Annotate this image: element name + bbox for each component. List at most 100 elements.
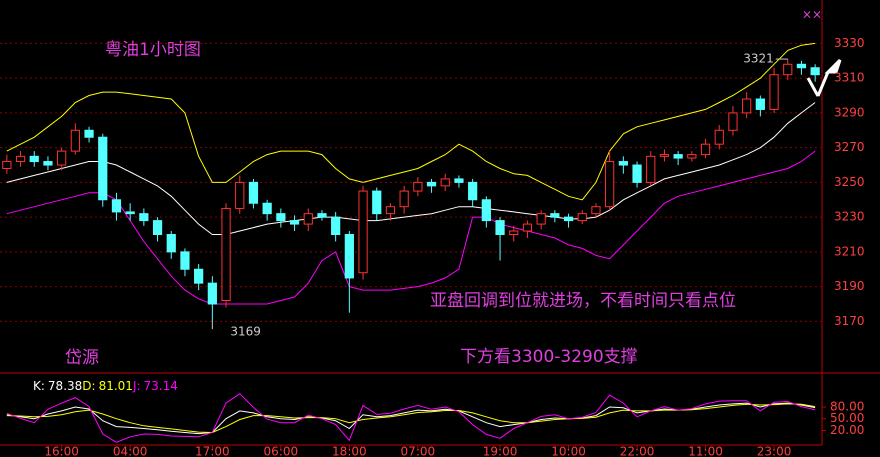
- candle-body: [550, 213, 560, 218]
- candle-body: [15, 155, 26, 163]
- y-tick-label: 3250: [834, 175, 865, 189]
- candle-body: [591, 206, 601, 215]
- y-tick-label: 3330: [834, 36, 865, 50]
- candle-body: [139, 213, 149, 222]
- candle-body: [248, 181, 259, 204]
- annotation: 岱源: [65, 348, 99, 368]
- candle-body: [563, 216, 574, 222]
- candle-body: [577, 213, 587, 222]
- candle-body: [468, 181, 478, 201]
- candle-body: [687, 154, 697, 159]
- y-tick-label: 20.00: [830, 423, 864, 437]
- indicator-line: [6, 102, 816, 235]
- candle-body: [98, 136, 108, 201]
- candle-body: [742, 98, 752, 114]
- annotation: 下方看3300-3290支撑: [460, 347, 638, 367]
- arrow: [806, 58, 842, 97]
- x-tick-label: 07:00: [401, 445, 436, 457]
- candle-body: [70, 129, 80, 152]
- indicator-line: [6, 42, 816, 201]
- candle-body: [399, 190, 409, 208]
- y-tick-label: 3210: [834, 244, 865, 258]
- candle-body: [810, 67, 820, 76]
- candle-body: [659, 154, 670, 157]
- candle-body: [481, 199, 491, 222]
- legend-value: 81.01: [99, 379, 133, 393]
- x-tick-label: 19:00: [483, 445, 518, 457]
- chart-title: 粤油1小时图: [105, 40, 201, 60]
- x-tick-label: 17:00: [195, 445, 230, 457]
- candle-body: [796, 63, 807, 69]
- candle-body: [57, 150, 67, 166]
- kdj-legend: K: 78.38D: 81.01J: 73.14: [33, 379, 178, 393]
- candle-body: [632, 164, 642, 183]
- candle-body: [440, 178, 450, 187]
- candle-body: [276, 213, 286, 222]
- x-tick-label: 10:00: [551, 445, 586, 457]
- candle-body: [194, 268, 204, 284]
- legend-name: K:: [33, 379, 45, 393]
- candle-body: [358, 190, 368, 274]
- y-tick-label: 3310: [834, 71, 865, 85]
- indicator-line: [6, 150, 816, 305]
- candle-body: [495, 220, 505, 236]
- legend-value: 73.14: [144, 379, 178, 393]
- candle-body: [509, 230, 519, 236]
- candle-body: [331, 216, 341, 236]
- candle-body: [29, 155, 39, 163]
- y-tick-label: 3170: [834, 314, 865, 328]
- candle-body: [783, 63, 793, 76]
- candle-body: [84, 129, 94, 138]
- candle-body: [180, 251, 190, 270]
- legend-name: J:: [132, 379, 141, 393]
- candle-body: [605, 161, 615, 208]
- candle-body: [700, 143, 711, 156]
- x-tick-label: 16:00: [44, 445, 79, 457]
- indicator-line: [6, 393, 816, 443]
- x-tick-label: 22:00: [620, 445, 655, 457]
- candle-body: [111, 199, 122, 213]
- candle-body: [317, 213, 327, 218]
- x-tick-label: 06:00: [264, 445, 299, 457]
- annotation: 亚盘回调到位就进场，不看时间只看点位: [430, 291, 736, 311]
- candle-body: [43, 161, 53, 166]
- legend-name: D:: [82, 379, 95, 393]
- candle-body: [426, 181, 437, 187]
- candle-body: [413, 181, 423, 192]
- x-tick-label: 04:00: [113, 445, 148, 457]
- y-tick-label: 3190: [834, 279, 865, 293]
- y-tick-label: 3230: [834, 210, 865, 224]
- candle-body: [618, 161, 628, 166]
- candle-body: [714, 129, 724, 145]
- candle-body: [522, 223, 533, 232]
- candle-body: [235, 181, 245, 209]
- y-tick-label: 3270: [834, 140, 865, 154]
- candle-body: [385, 206, 396, 215]
- x-tick-label: 11:00: [688, 445, 723, 457]
- x-tick-label: 23:00: [757, 445, 792, 457]
- candle-body: [207, 282, 217, 305]
- y-tick-label: 50.00: [830, 411, 864, 425]
- candle-body: [166, 234, 176, 253]
- x-tick-label: 18:00: [332, 445, 367, 457]
- candle-body: [755, 98, 765, 110]
- candle-body: [673, 154, 683, 159]
- candle-body: [125, 211, 135, 215]
- candle-body: [152, 220, 163, 236]
- candle-body: [454, 178, 464, 183]
- candle-body: [289, 220, 300, 225]
- candle-body: [2, 161, 12, 169]
- candle-body: [303, 213, 313, 225]
- legend-value: 78.38: [48, 379, 82, 393]
- close-icon[interactable]: ××: [802, 8, 822, 22]
- candle-body: [728, 112, 738, 131]
- candle-body: [221, 207, 231, 302]
- y-tick-label: 3290: [834, 105, 865, 119]
- candle-body: [646, 155, 656, 183]
- candle-body: [536, 213, 546, 225]
- y-tick-label: 80.00: [830, 399, 864, 413]
- min-label: 3169: [230, 325, 261, 339]
